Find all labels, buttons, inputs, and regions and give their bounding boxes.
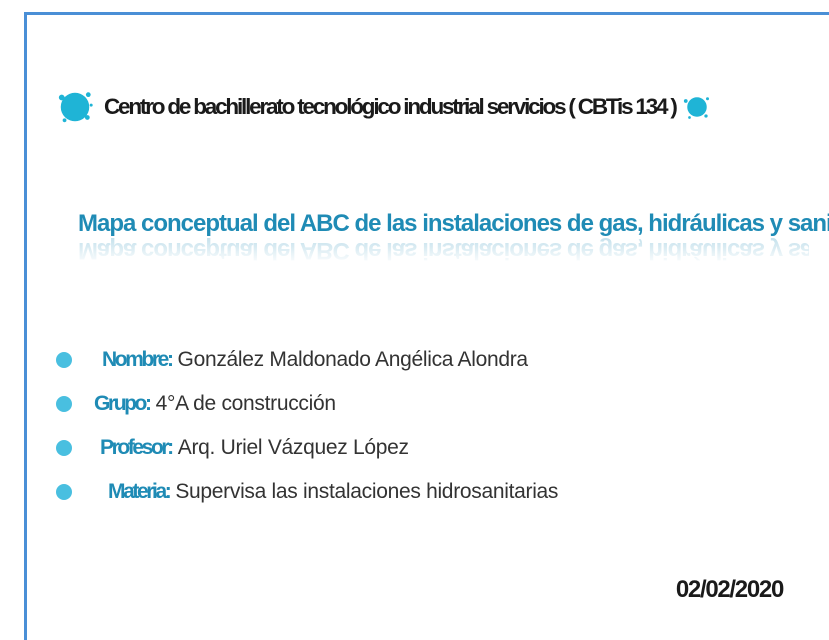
value-profesor: Arq. Uriel Vázquez López [178,436,409,460]
header-row: Centro de bachillerato tecnológico indus… [56,88,789,126]
splat-left-icon [56,88,94,126]
value-materia: Supervisa las instalaciones hidrosanitar… [175,480,558,504]
list-item: Profesor: Arq. Uriel Vázquez López [56,426,558,470]
subtitle: Mapa conceptual del ABC de las instalaci… [78,210,809,264]
info-list: Nombre: González Maldonado Angélica Alon… [56,338,558,514]
page-title: Centro de bachillerato tecnológico indus… [104,94,676,120]
bullet-icon [56,484,72,500]
label-grupo: Grupo: [94,392,150,416]
splat-right-icon [682,92,712,122]
list-item: Materia: Supervisa las instalaciones hid… [56,470,558,514]
bullet-icon [56,352,72,368]
label-materia: Materia: [108,480,169,504]
bullet-icon [56,440,72,456]
label-profesor: Profesor: [100,436,172,460]
subtitle-text: Mapa conceptual del ABC de las instalaci… [78,210,809,238]
value-nombre: González Maldonado Angélica Alondra [178,348,528,372]
list-item: Nombre: González Maldonado Angélica Alon… [56,338,558,382]
subtitle-reflection: Mapa conceptual del ABC de las instalaci… [78,236,809,264]
value-grupo: 4°A de construcción [156,392,336,416]
list-item: Grupo: 4°A de construcción [56,382,558,426]
bullet-icon [56,396,72,412]
label-nombre: Nombre: [102,348,172,372]
date: 02/02/2020 [676,576,783,604]
